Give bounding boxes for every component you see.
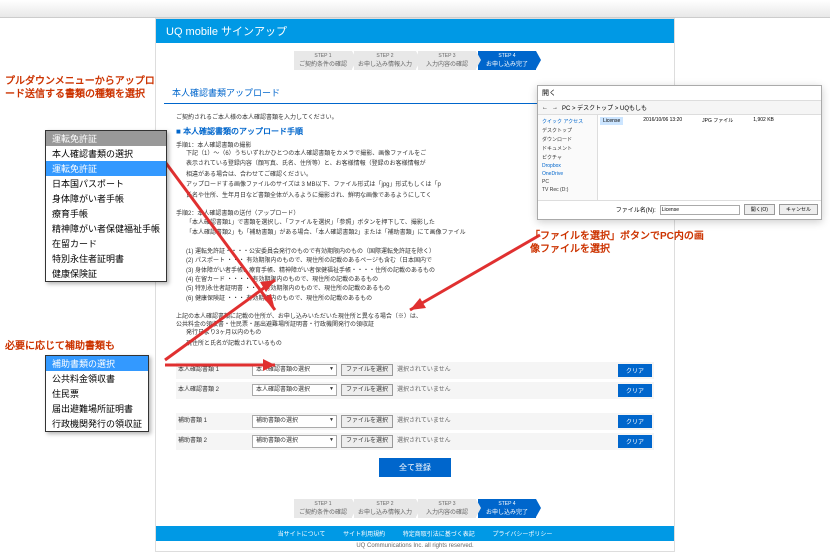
- fd-file-item[interactable]: License: [600, 117, 623, 125]
- dd1-item-3[interactable]: 身体障がい者手帳: [46, 191, 166, 206]
- file-status-2: 選択されていません: [397, 386, 451, 394]
- step-2b: STEP 2お申し込み情報入力: [354, 499, 416, 518]
- dd1-item-1[interactable]: 運転免許証: [46, 161, 166, 176]
- dropdown-aux-types[interactable]: 補助書類の選択 公共料金領収書 住民票 届出避難場所証明書 行政機関発行の領収証: [45, 355, 149, 432]
- fd-sidebar: クイック アクセス デスクトップ ダウンロード ドキュメント ピクチャ Drop…: [538, 115, 598, 200]
- upload-label-2: 本人確認書類 2: [178, 386, 248, 394]
- upload-row-4: 補助書類 2 補助書類の選択 ファイルを選択 選択されていません クリア: [176, 433, 654, 450]
- fd-toolbar: ← → PC > デスクトップ > UQもしも: [538, 101, 821, 115]
- step-3b: STEP 3入力内容の確認: [418, 499, 476, 518]
- step-1: STEP 1ご契約条件の確認: [294, 51, 352, 70]
- clear-btn-4[interactable]: クリア: [618, 435, 652, 448]
- file-btn-1[interactable]: ファイルを選択: [341, 364, 393, 376]
- copyright: UQ Communications Inc. all rights reserv…: [156, 541, 674, 551]
- fd-sb-6[interactable]: OneDrive: [540, 170, 595, 178]
- upload-label-4: 補助書類 2: [178, 437, 248, 445]
- fd-file-type: JPG ファイル: [702, 117, 733, 125]
- annotation-1: プルダウンメニューからアップロード送信する書類の種類を選択: [5, 75, 160, 101]
- dropdown-doc-types[interactable]: 運転免許証 本人確認書類の選択 運転免許証 日本国パスポート 身体障がい者手帳 …: [45, 130, 167, 282]
- footer-link-2[interactable]: サイト利用規約: [343, 532, 385, 538]
- fd-sb-8[interactable]: TV Rec (D:): [540, 186, 595, 194]
- fd-bottom: ファイル名(N): 開く(O) キャンセル: [538, 200, 821, 218]
- dd2-item-4[interactable]: 行政機関発行の領収証: [46, 416, 148, 431]
- footer-link-4[interactable]: プライバシーポリシー: [492, 532, 552, 538]
- dd2-item-2[interactable]: 住民票: [46, 386, 148, 401]
- annotation-2: 必要に応じて補助書類も: [5, 340, 115, 353]
- step-1b: STEP 1ご契約条件の確認: [294, 499, 352, 518]
- arrow-4: [160, 350, 290, 380]
- fd-filename-input[interactable]: [660, 205, 740, 215]
- clear-btn-3[interactable]: クリア: [618, 415, 652, 428]
- fd-sb-5[interactable]: Dropbox: [540, 162, 595, 170]
- dd1-item-7[interactable]: 特別永住者証明書: [46, 251, 166, 266]
- step-3: STEP 3入力内容の確認: [418, 51, 476, 70]
- fd-filename-label: ファイル名(N):: [616, 205, 656, 214]
- aux-select-1[interactable]: 補助書類の選択: [252, 415, 337, 427]
- dd1-item-5[interactable]: 精神障がい者保健福祉手帳: [46, 221, 166, 236]
- step-4b: STEP 4お申し込み完了: [478, 499, 536, 518]
- clear-btn-1[interactable]: クリア: [618, 364, 652, 377]
- fd-sb-3[interactable]: ドキュメント: [540, 144, 595, 153]
- upload-row-3: 補助書類 1 補助書類の選択 ファイルを選択 選択されていません クリア: [176, 413, 654, 430]
- fd-file-date: 2016/10/06 13:20: [643, 117, 682, 125]
- clear-btn-2[interactable]: クリア: [618, 384, 652, 397]
- footer-links: 当サイトについて サイト利用規約 特定商取引法に基づく表記 プライバシーポリシー: [156, 526, 674, 541]
- fd-cancel-button[interactable]: キャンセル: [779, 204, 818, 215]
- browser-chrome: [0, 0, 830, 18]
- submit-button[interactable]: 全て登録: [379, 458, 451, 477]
- fd-title: 開く: [538, 86, 821, 101]
- fd-sb-0[interactable]: クイック アクセス: [540, 117, 595, 126]
- upload-row-2: 本人確認書類 2 本人確認書類の選択 ファイルを選択 選択されていません クリア: [176, 382, 654, 399]
- fd-open-button[interactable]: 開く(O): [744, 204, 775, 215]
- dd1-item-8[interactable]: 健康保険証: [46, 266, 166, 281]
- footer-link-3[interactable]: 特定商取引法に基づく表記: [403, 532, 475, 538]
- fd-sb-2[interactable]: ダウンロード: [540, 135, 595, 144]
- fd-sb-4[interactable]: ピクチャ: [540, 153, 595, 162]
- step-4: STEP 4お申し込み完了: [478, 51, 536, 70]
- dd1-header: 運転免許証: [46, 131, 166, 146]
- step-2: STEP 2お申し込み情報入力: [354, 51, 416, 70]
- fd-sb-1[interactable]: デスクトップ: [540, 126, 595, 135]
- dd1-item-6[interactable]: 在留カード: [46, 236, 166, 251]
- file-dialog: 開く ← → PC > デスクトップ > UQもしも クイック アクセス デスク…: [537, 85, 822, 220]
- annotation-3: 「ファイルを選択」ボタンでPC内の画像ファイルを選択: [530, 230, 710, 256]
- doc-select-2[interactable]: 本人確認書類の選択: [252, 384, 337, 396]
- file-btn-2[interactable]: ファイルを選択: [341, 384, 393, 396]
- file-status-1: 選択されていません: [397, 366, 451, 374]
- step-indicator: STEP 1ご契約条件の確認 STEP 2お申し込み情報入力 STEP 3入力内…: [156, 43, 674, 78]
- dd1-item-4[interactable]: 療育手帳: [46, 206, 166, 221]
- fd-nav-fwd-icon[interactable]: →: [552, 105, 558, 111]
- dd2-item-1[interactable]: 公共料金領収書: [46, 371, 148, 386]
- file-btn-3[interactable]: ファイルを選択: [341, 415, 393, 427]
- fd-path[interactable]: PC > デスクトップ > UQもしも: [562, 103, 647, 112]
- dd2-item-0[interactable]: 補助書類の選択: [46, 356, 148, 371]
- fd-file-size: 1,902 KB: [753, 117, 774, 125]
- dd1-item-0[interactable]: 本人確認書類の選択: [46, 146, 166, 161]
- fd-sb-7[interactable]: PC: [540, 178, 595, 186]
- arrow-3: [400, 230, 550, 320]
- dd1-item-2[interactable]: 日本国パスポート: [46, 176, 166, 191]
- fd-nav-back-icon[interactable]: ←: [542, 105, 548, 111]
- aux-select-2[interactable]: 補助書類の選択: [252, 435, 337, 447]
- file-status-4: 選択されていません: [397, 437, 451, 445]
- fd-main: License 2016/10/06 13:20 JPG ファイル 1,902 …: [598, 115, 821, 200]
- file-btn-4[interactable]: ファイルを選択: [341, 435, 393, 447]
- footer-link-1[interactable]: 当サイトについて: [278, 532, 326, 538]
- file-status-3: 選択されていません: [397, 417, 451, 425]
- step-indicator-bottom: STEP 1ご契約条件の確認 STEP 2お申し込み情報入力 STEP 3入力内…: [156, 491, 674, 526]
- page-header: UQ mobile サインアップ: [156, 19, 674, 43]
- dd2-item-3[interactable]: 届出避難場所証明書: [46, 401, 148, 416]
- upload-label-3: 補助書類 1: [178, 417, 248, 425]
